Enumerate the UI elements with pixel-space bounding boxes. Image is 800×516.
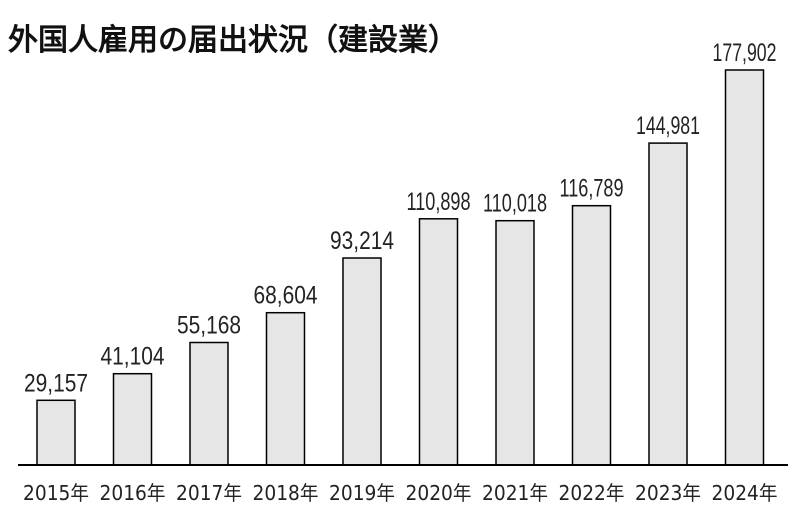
value-label: 68,604 [254, 282, 318, 310]
value-labels-group: 29,157 41,104 55,168 68,604 93,214 110,898 110… [24, 39, 777, 397]
category-label: 2015年 [23, 481, 89, 505]
value-label: 110,898 [407, 188, 471, 216]
bar-2022年 [571, 204, 612, 466]
value-label: 110,018 [483, 190, 547, 218]
chart-title: 外国人雇用の届出状況（建設業） [8, 23, 458, 58]
value-label: 177,902 [713, 39, 777, 67]
bar-2021年 [495, 219, 535, 466]
bar-2020年 [418, 218, 459, 466]
value-label: 55,168 [177, 312, 241, 340]
category-label: 2016年 [100, 481, 166, 505]
category-label: 2023年 [635, 481, 701, 505]
bars-group [36, 69, 765, 466]
bar-2023年 [648, 142, 688, 466]
value-label: 29,157 [24, 369, 88, 397]
bar-2016年 [112, 372, 153, 466]
category-label: 2017年 [176, 481, 242, 505]
category-label: 2020年 [406, 481, 472, 505]
value-label: 144,981 [636, 112, 700, 140]
category-label: 2018年 [253, 481, 319, 505]
bar-2015年 [36, 399, 76, 466]
bar-2019年 [342, 257, 382, 466]
category-labels-group: 2015年 2016年 2017年 2018年 2019年 2020年 2021年 2022年… [23, 481, 778, 505]
category-label: 2024年 [712, 481, 778, 505]
bar-2018年 [265, 311, 306, 466]
category-label: 2021年 [482, 481, 548, 505]
category-label: 2022年 [559, 481, 625, 505]
category-label: 2019年 [329, 481, 395, 505]
bar-2017年 [189, 341, 229, 466]
value-label: 41,104 [101, 343, 165, 371]
value-label: 93,214 [330, 227, 394, 255]
value-label: 116,789 [560, 175, 624, 203]
bar-2024年 [724, 69, 765, 466]
